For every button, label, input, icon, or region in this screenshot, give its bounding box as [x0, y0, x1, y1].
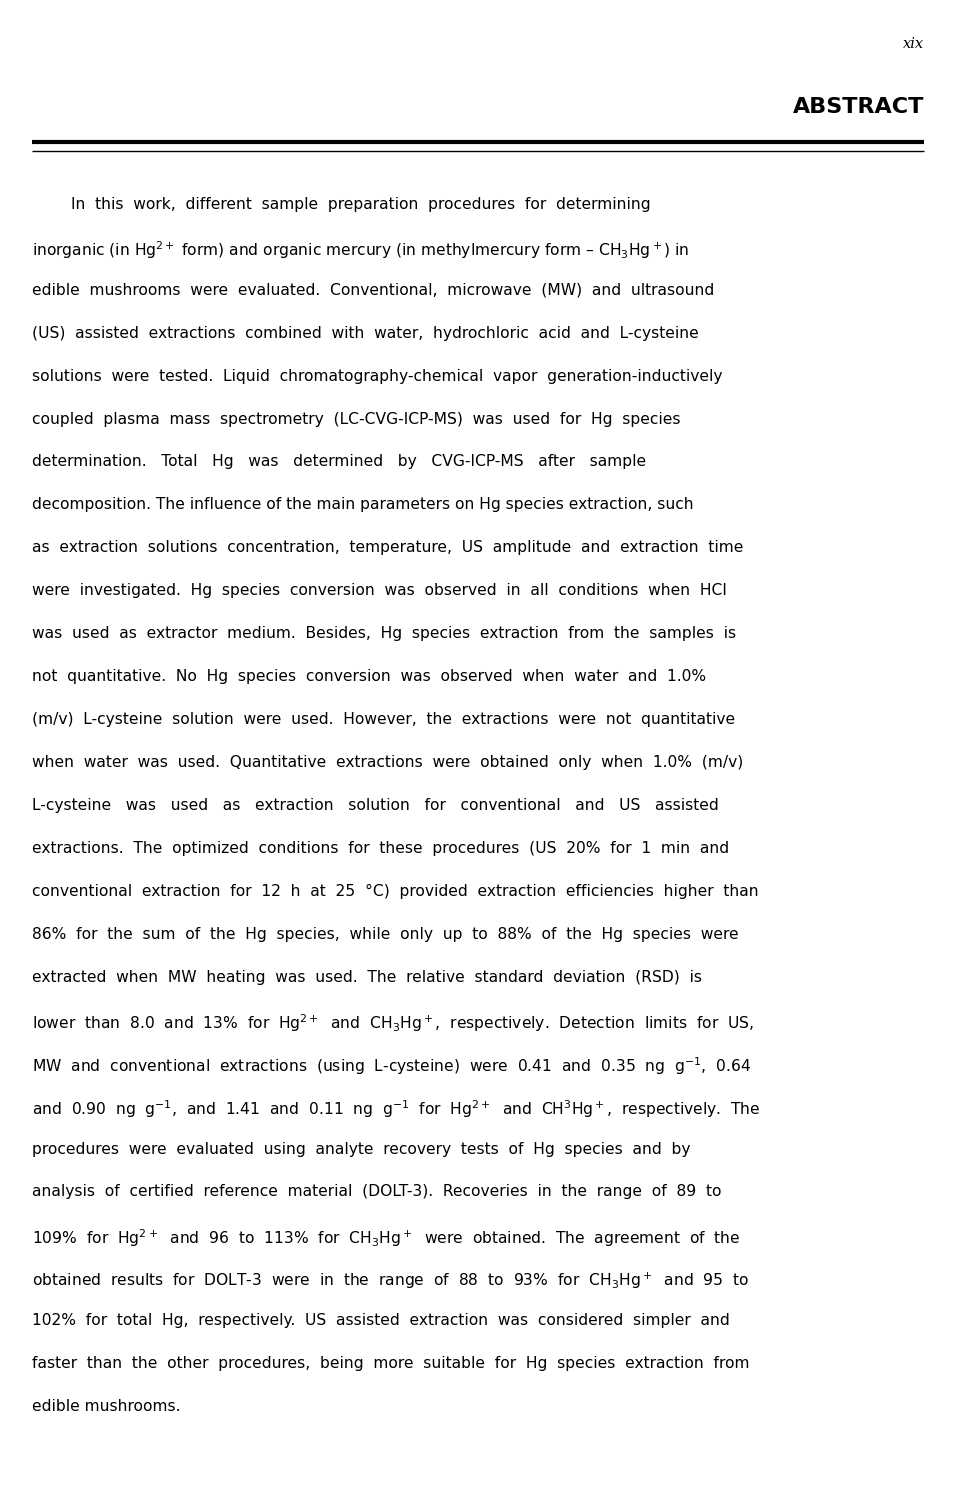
Text: xix: xix: [903, 37, 924, 51]
Text: L-cysteine   was   used   as   extraction   solution   for   conventional   and : L-cysteine was used as extraction soluti…: [32, 798, 718, 813]
Text: extractions.  The  optimized  conditions  for  these  procedures  (US  20%  for : extractions. The optimized conditions fo…: [32, 841, 729, 856]
Text: extracted  when  MW  heating  was  used.  The  relative  standard  deviation  (R: extracted when MW heating was used. The …: [32, 969, 702, 984]
Text: ABSTRACT: ABSTRACT: [793, 97, 924, 116]
Text: decomposition. The influence of the main parameters on Hg species extraction, su: decomposition. The influence of the main…: [32, 498, 693, 513]
Text: as  extraction  solutions  concentration,  temperature,  US  amplitude  and  ext: as extraction solutions concentration, t…: [32, 540, 743, 555]
Text: not  quantitative.  No  Hg  species  conversion  was  observed  when  water  and: not quantitative. No Hg species conversi…: [32, 669, 706, 684]
Text: when  water  was  used.  Quantitative  extractions  were  obtained  only  when  : when water was used. Quantitative extrac…: [32, 754, 743, 769]
Text: lower  than  8.0  and  13%  for  Hg$^{2+}$  and  CH$_3$Hg$^+$,  respectively.  D: lower than 8.0 and 13% for Hg$^{2+}$ and…: [32, 1012, 754, 1035]
Text: In  this  work,  different  sample  preparation  procedures  for  determining: In this work, different sample preparati…: [32, 197, 650, 212]
Text: was  used  as  extractor  medium.  Besides,  Hg  species  extraction  from  the : was used as extractor medium. Besides, H…: [32, 626, 735, 641]
Text: solutions  were  tested.  Liquid  chromatography-chemical  vapor  generation-ind: solutions were tested. Liquid chromatogr…: [32, 368, 722, 383]
Text: analysis  of  certified  reference  material  (DOLT-3).  Recoveries  in  the  ra: analysis of certified reference material…: [32, 1184, 721, 1199]
Text: MW  and  conventional  extractions  (using  L-cysteine)  were  0.41  and  0.35  : MW and conventional extractions (using L…: [32, 1056, 751, 1078]
Text: 109%  for  Hg$^{2+}$  and  96  to  113%  for  CH$_3$Hg$^+$  were  obtained.  The: 109% for Hg$^{2+}$ and 96 to 113% for CH…: [32, 1227, 740, 1249]
Text: conventional  extraction  for  12  h  at  25  °C)  provided  extraction  efficie: conventional extraction for 12 h at 25 °…: [32, 884, 758, 899]
Text: procedures  were  evaluated  using  analyte  recovery  tests  of  Hg  species  a: procedures were evaluated using analyte …: [32, 1142, 690, 1157]
Text: determination.   Total   Hg   was   determined   by   CVG-ICP-MS   after   sampl: determination. Total Hg was determined b…: [32, 455, 646, 470]
Text: (m/v)  L-cysteine  solution  were  used.  However,  the  extractions  were  not : (m/v) L-cysteine solution were used. How…: [32, 713, 734, 728]
Text: (US)  assisted  extractions  combined  with  water,  hydrochloric  acid  and  L-: (US) assisted extractions combined with …: [32, 325, 699, 340]
Text: coupled  plasma  mass  spectrometry  (LC-CVG-ICP-MS)  was  used  for  Hg  specie: coupled plasma mass spectrometry (LC-CVG…: [32, 412, 681, 426]
Text: obtained  results  for  DOLT-3  were  in  the  range  of  88  to  93%  for  CH$_: obtained results for DOLT-3 were in the …: [32, 1270, 749, 1291]
Text: and  0.90  ng  g$^{-1}$,  and  1.41  and  0.11  ng  g$^{-1}$  for  Hg$^{2+}$  an: and 0.90 ng g$^{-1}$, and 1.41 and 0.11 …: [32, 1099, 760, 1120]
Text: edible  mushrooms  were  evaluated.  Conventional,  microwave  (MW)  and  ultras: edible mushrooms were evaluated. Convent…: [32, 283, 714, 298]
Text: were  investigated.  Hg  species  conversion  was  observed  in  all  conditions: were investigated. Hg species conversion…: [32, 583, 727, 598]
Text: inorganic (in Hg$^{2+}$ form) and organic mercury (in methylmercury form – CH$_3: inorganic (in Hg$^{2+}$ form) and organi…: [32, 240, 689, 261]
Text: edible mushrooms.: edible mushrooms.: [32, 1399, 180, 1413]
Text: faster  than  the  other  procedures,  being  more  suitable  for  Hg  species  : faster than the other procedures, being …: [32, 1357, 749, 1372]
Text: 86%  for  the  sum  of  the  Hg  species,  while  only  up  to  88%  of  the  Hg: 86% for the sum of the Hg species, while…: [32, 927, 738, 942]
Text: 102%  for  total  Hg,  respectively.  US  assisted  extraction  was  considered : 102% for total Hg, respectively. US assi…: [32, 1314, 730, 1328]
